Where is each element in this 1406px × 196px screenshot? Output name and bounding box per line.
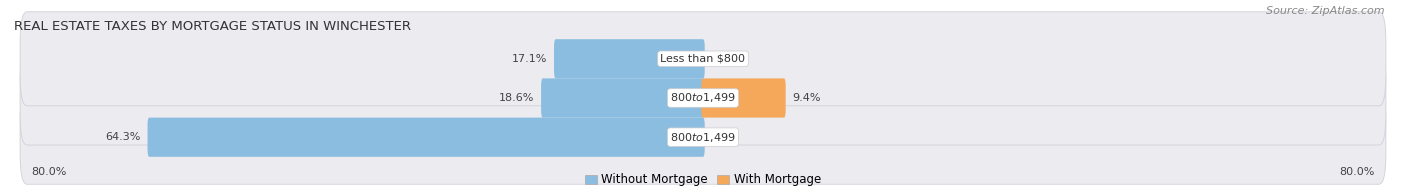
Text: 80.0%: 80.0% bbox=[31, 167, 66, 177]
Text: 18.6%: 18.6% bbox=[499, 93, 534, 103]
Text: 64.3%: 64.3% bbox=[105, 132, 141, 142]
Legend: Without Mortgage, With Mortgage: Without Mortgage, With Mortgage bbox=[585, 173, 821, 186]
Text: 0.0%: 0.0% bbox=[711, 132, 740, 142]
Text: Source: ZipAtlas.com: Source: ZipAtlas.com bbox=[1267, 6, 1385, 16]
FancyBboxPatch shape bbox=[148, 118, 704, 157]
FancyBboxPatch shape bbox=[20, 12, 1386, 106]
Text: REAL ESTATE TAXES BY MORTGAGE STATUS IN WINCHESTER: REAL ESTATE TAXES BY MORTGAGE STATUS IN … bbox=[14, 20, 411, 33]
FancyBboxPatch shape bbox=[20, 90, 1386, 184]
FancyBboxPatch shape bbox=[541, 78, 704, 118]
Text: Less than $800: Less than $800 bbox=[661, 54, 745, 64]
FancyBboxPatch shape bbox=[20, 51, 1386, 145]
Text: 80.0%: 80.0% bbox=[1340, 167, 1375, 177]
FancyBboxPatch shape bbox=[702, 78, 786, 118]
Text: 9.4%: 9.4% bbox=[793, 93, 821, 103]
FancyBboxPatch shape bbox=[554, 39, 704, 78]
Text: 0.0%: 0.0% bbox=[711, 54, 740, 64]
Text: 17.1%: 17.1% bbox=[512, 54, 547, 64]
Text: $800 to $1,499: $800 to $1,499 bbox=[671, 131, 735, 144]
Text: $800 to $1,499: $800 to $1,499 bbox=[671, 92, 735, 104]
